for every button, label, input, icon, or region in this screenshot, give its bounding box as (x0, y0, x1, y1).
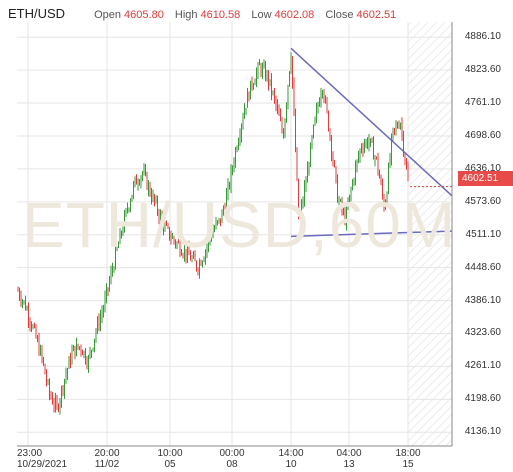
y-tick-label: 4386.10 (464, 294, 501, 306)
watermark: ETH/USD,60M (22, 189, 457, 261)
close-value: 4602.51 (356, 9, 397, 21)
trendline-descending (290, 47, 453, 197)
ohlc-header: ETH/USD Open 4605.80 High 4610.58 Low 4602.… (8, 6, 404, 21)
y-tick-label: 4511.10 (465, 228, 501, 240)
y-tick-label: 4198.60 (464, 393, 501, 405)
trendline-support (290, 230, 453, 238)
y-tick-label: 4636.10 (464, 162, 501, 174)
x-tick-label: 00:00 08 (219, 448, 245, 470)
y-tick-label: 4573.60 (464, 195, 501, 207)
future-area (408, 22, 452, 446)
high-label: High (174, 9, 198, 21)
close-label: Close (325, 9, 354, 21)
open-label: Open (94, 9, 122, 21)
low-label: Low (251, 9, 272, 21)
low-value: 4602.08 (274, 9, 315, 21)
y-tick-label: 4448.60 (464, 261, 501, 273)
current-price-tag: 4602.51 (458, 171, 513, 186)
y-tick-label: 4823.60 (464, 64, 501, 76)
x-tick-label: 10:00 05 (157, 448, 183, 470)
symbol-label: ETH/USD (8, 6, 66, 21)
y-tick-label: 4323.60 (464, 327, 501, 339)
y-tick-label: 4261.10 (464, 360, 501, 372)
open-value: 4605.80 (124, 9, 164, 21)
y-tick-label: 4136.10 (464, 426, 501, 438)
x-tick-label: 18:00 15 (395, 448, 421, 470)
y-tick-label: 4761.10 (464, 97, 501, 109)
high-value: 4610.58 (200, 9, 241, 21)
x-tick-label: 20:00 11/02 (94, 448, 120, 470)
x-tick-label: 23:00 10/29/2021 (17, 448, 68, 470)
y-tick-label: 4886.10 (464, 31, 501, 43)
x-tick-label: 04:00 13 (336, 448, 362, 470)
y-tick-label: 4698.60 (464, 129, 501, 141)
x-tick-label: 14:00 10 (278, 448, 304, 470)
